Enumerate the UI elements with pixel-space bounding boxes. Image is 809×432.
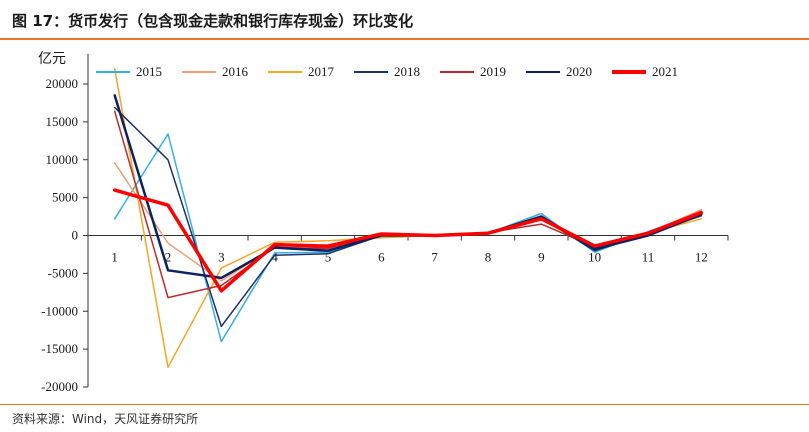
series-line-2021 [112, 188, 704, 293]
y-tick-label: -10000 [41, 303, 78, 318]
legend-swatch [268, 71, 302, 73]
source-divider [0, 404, 809, 405]
legend-label: 2019 [480, 64, 506, 79]
x-tick-label: 1 [111, 250, 118, 265]
x-tick-label: 10 [588, 250, 601, 265]
legend-swatch [612, 70, 646, 74]
y-tick-label: 10000 [46, 152, 79, 167]
x-tick-label: 9 [538, 250, 545, 265]
legend-item-2015: 2015 [96, 64, 162, 80]
legend-item-2018: 2018 [354, 64, 420, 80]
y-tick-label: -15000 [41, 341, 78, 356]
x-tick-label: 12 [695, 250, 708, 265]
legend-label: 2021 [652, 64, 678, 79]
legend-item-2021: 2021 [612, 64, 678, 80]
legend-label: 2016 [222, 64, 248, 79]
legend-label: 2017 [308, 64, 334, 79]
x-tick-label: 11 [642, 250, 655, 265]
legend-item-2017: 2017 [268, 64, 334, 80]
y-tick-label: -20000 [41, 379, 78, 394]
legend-item-2020: 2020 [526, 64, 592, 80]
x-tick-label: 8 [485, 250, 492, 265]
series-line-2018 [113, 106, 703, 328]
chart-title: 图 17：货币发行（包含现金走款和银行库存现金）环比变化 [12, 12, 414, 30]
source-note: 资料来源：Wind，天风证券研究所 [12, 412, 199, 426]
legend-swatch [354, 71, 388, 73]
line-chart: 20000 15000 10000 5000 0 -5000 -10000 -15000 -20… [41, 54, 729, 394]
series-line-2020 [113, 94, 703, 280]
legend-item-2019: 2019 [440, 64, 506, 80]
y-tick-label: 20000 [46, 76, 79, 91]
chart-axes: 20000 15000 10000 5000 0 -5000 -10000 -15000 -20… [41, 54, 729, 394]
x-tick-label: 4 [271, 250, 278, 265]
chart-legend: 2015 2016 2017 2018 2019 2020 2021 [96, 64, 678, 80]
legend-swatch [440, 71, 474, 73]
chart-series [112, 68, 704, 369]
legend-swatch [182, 71, 216, 73]
y-tick-label: 0 [72, 228, 79, 243]
legend-swatch [96, 71, 130, 73]
y-tick-label: 5000 [52, 190, 78, 205]
x-tick-label: 5 [325, 250, 332, 265]
y-tick-label: -5000 [48, 265, 78, 280]
series-line-2017 [113, 68, 703, 369]
legend-item-2016: 2016 [182, 64, 248, 80]
legend-label: 2018 [394, 64, 420, 79]
legend-label: 2020 [566, 64, 592, 79]
x-tick-label: 7 [431, 250, 438, 265]
x-tick-label: 2 [165, 250, 172, 265]
legend-label: 2015 [136, 64, 162, 79]
y-axis-unit-label: 亿元 [38, 51, 66, 67]
legend-swatch [526, 70, 560, 74]
x-tick-label: 6 [378, 250, 385, 265]
x-tick-label: 3 [218, 250, 225, 265]
y-tick-label: 15000 [46, 114, 79, 129]
title-divider [0, 38, 809, 40]
